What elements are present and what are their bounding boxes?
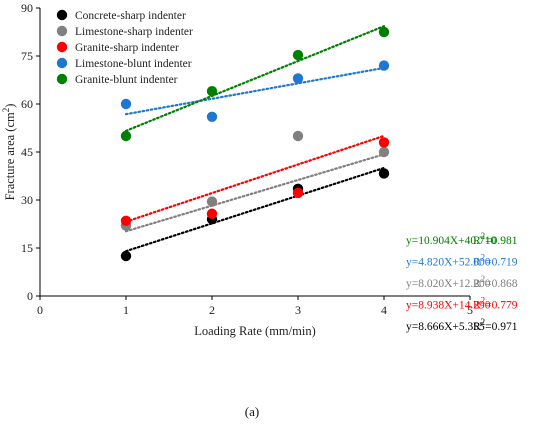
r-squared-superscript: 2 (481, 317, 486, 327)
legend-label: Granite-sharp indenter (75, 42, 179, 54)
y-tick-label: 15 (21, 241, 33, 255)
data-point (120, 215, 132, 226)
y-tick-label: 30 (21, 193, 33, 207)
r-squared-prefix: R (473, 235, 481, 247)
r-squared-prefix: R (473, 257, 481, 269)
fit-equation: y=8.020X+12.200 (406, 278, 491, 290)
data-point (292, 73, 304, 84)
r-squared-prefix: R (473, 278, 481, 290)
r-squared-prefix: R (473, 321, 481, 333)
r-squared: R2=0.779 (473, 296, 518, 312)
r-squared: R2=0.981 (473, 231, 518, 247)
legend-label: Granite-blunt indenter (75, 74, 178, 86)
legend-marker (56, 41, 68, 53)
data-point (378, 146, 390, 158)
r-squared-value: =0.868 (485, 278, 518, 290)
trend-line (124, 153, 386, 233)
x-tick-label: 2 (209, 303, 215, 317)
y-axis-title: Fracture area (cm2) (1, 104, 17, 201)
fit-equation: y=8.938X+14.290 (406, 300, 491, 312)
r-squared-value: =0.971 (485, 321, 518, 333)
x-ticks: 0 1 2 3 4 5 (37, 296, 473, 317)
fit-equation: y=8.666X+5.355 (406, 321, 485, 333)
data-point (292, 187, 304, 199)
trend-line (124, 66, 386, 116)
fit-equation: y=4.820X+52.000 (406, 257, 491, 269)
r-squared-value: =0.719 (485, 257, 518, 269)
x-tick-label: 4 (381, 303, 387, 317)
data-point (378, 168, 390, 179)
data-points (120, 26, 390, 262)
x-tick-label: 5 (467, 303, 473, 317)
r-squared-value: =0.779 (485, 300, 518, 312)
data-point (378, 26, 390, 38)
legend-label: Limestone-sharp indenter (75, 26, 193, 38)
data-point (292, 49, 304, 61)
data-point (378, 60, 390, 71)
data-point (120, 98, 132, 110)
y-axis-title-superscript: 2 (1, 108, 11, 113)
data-point (120, 130, 132, 142)
legend: Concrete-sharp indenter Limestone-sharp i… (56, 9, 193, 86)
data-point (206, 86, 218, 97)
r-squared: R2=0.971 (473, 317, 518, 333)
r-squared-superscript: 2 (481, 274, 486, 284)
trend-lines (124, 25, 386, 253)
fit-equation: y=10.904X+40.710 (406, 235, 497, 247)
data-point (292, 130, 304, 142)
trend-line (124, 134, 386, 223)
legend-marker (56, 73, 68, 85)
r-squared-superscript: 2 (481, 231, 486, 241)
y-tick-label: 75 (21, 49, 33, 63)
figure-caption: (a) (245, 404, 259, 419)
legend-label: Limestone-blunt indenter (75, 58, 192, 70)
x-tick-label: 0 (37, 303, 43, 317)
y-tick-label: 60 (21, 97, 33, 111)
trend-line (124, 25, 386, 132)
y-tick-label: 0 (27, 289, 33, 303)
legend-marker (56, 25, 68, 37)
y-tick-label: 90 (21, 1, 33, 15)
x-axis-title: Loading Rate (mm/min) (194, 324, 316, 338)
r-squared-prefix: R (473, 300, 481, 312)
r-squared-superscript: 2 (481, 296, 486, 306)
legend-marker (56, 9, 68, 21)
r-squared-superscript: 2 (481, 253, 486, 263)
r-squared: R2=0.868 (473, 274, 518, 290)
data-point (120, 250, 132, 262)
legend-label: Concrete-sharp indenter (75, 10, 186, 22)
y-ticks: 0 15 30 45 60 75 90 (21, 1, 40, 303)
r-squared: R2=0.719 (473, 253, 518, 269)
r-squared-value: =0.981 (485, 235, 518, 247)
y-tick-label: 45 (21, 145, 33, 159)
fit-equations: y=10.904X+40.710R2=0.981y=4.820X+52.000R… (406, 231, 518, 333)
data-point (206, 111, 218, 123)
x-tick-label: 1 (123, 303, 129, 317)
data-point (206, 196, 218, 207)
x-tick-label: 3 (295, 303, 301, 317)
legend-marker (56, 57, 68, 69)
data-point (378, 137, 390, 148)
data-point (206, 208, 218, 219)
trend-line (124, 166, 386, 253)
